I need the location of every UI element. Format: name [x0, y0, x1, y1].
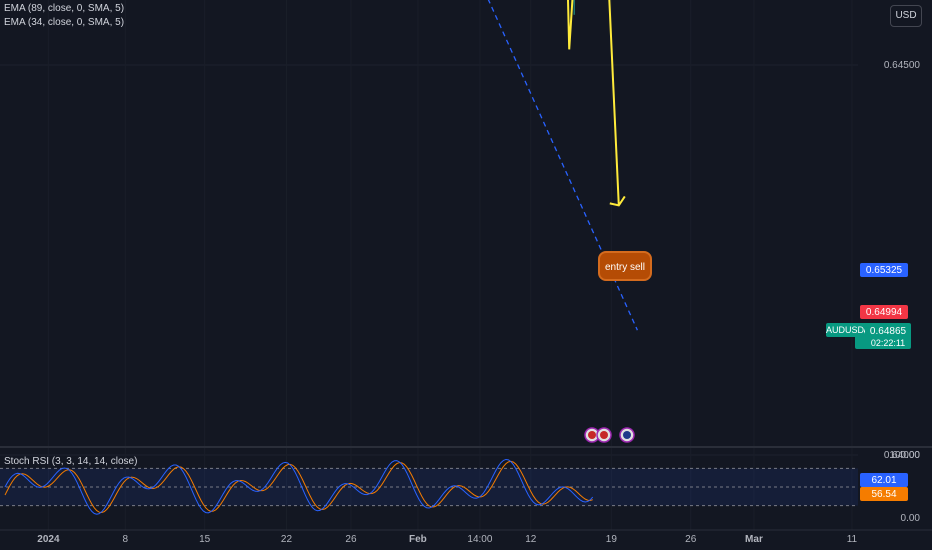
event-flag-icon-center: [600, 431, 608, 439]
stoch-d-badge-bg: [860, 487, 908, 501]
currency-button[interactable]: USD: [890, 5, 922, 27]
ema34-price-badge: 0.64994: [866, 307, 903, 318]
event-flag-icon-center: [588, 431, 596, 439]
stoch-tick-bottom: 0.00: [901, 513, 921, 524]
ema34-legend[interactable]: EMA (34, close, 0, SMA, 5): [4, 17, 125, 28]
time-tick: 14:00: [467, 534, 492, 545]
channel-lower-line: [487, 0, 638, 331]
time-tick: 11: [847, 534, 858, 545]
symbol-timer-badge: 02:22:11: [871, 338, 905, 348]
symbol-price-badge: 0.64865: [870, 326, 907, 337]
stoch-tick-top: 100.00: [889, 450, 920, 461]
symbol-price-badge-bg: [865, 323, 911, 349]
time-tick: 22: [281, 534, 293, 545]
ema34-price-badge-bg: [860, 305, 908, 319]
price-badges: 0.653250.64994AUDUSD0.6486502:22:11AUDUS…: [826, 263, 911, 501]
price-tick: 0.64500: [884, 60, 921, 71]
symbol-label: AUDUSD: [826, 325, 865, 335]
time-tick: 15: [199, 534, 211, 545]
ema89-price-badge-bg: [860, 263, 908, 277]
entry-label-text: entry sell: [605, 262, 645, 273]
stoch-k-badge-bg: [860, 473, 908, 487]
time-tick: Mar: [745, 534, 763, 545]
stoch-k-badge: 62.01: [871, 475, 896, 486]
stoch-d-line: [4, 460, 593, 514]
stoch-legend[interactable]: Stoch RSI (3, 3, 14, 14, close): [4, 456, 138, 467]
time-tick: 26: [345, 534, 357, 545]
time-tick: Feb: [409, 534, 427, 545]
drawings: entry sell: [487, 0, 652, 443]
price-tick: 0.64000: [884, 450, 921, 461]
time-tick: 19: [606, 534, 618, 545]
stoch-k-line: [4, 458, 594, 515]
stoch-d-badge: 56.54: [871, 489, 896, 500]
entry-label-box: [598, 251, 652, 281]
stoch-pane: [0, 458, 858, 515]
ema89-price-badge: 0.65325: [866, 265, 903, 276]
grid: [0, 64, 858, 456]
time-tick: 2024: [37, 534, 60, 545]
time-tick: 12: [525, 534, 537, 545]
symbol-label-bg: [826, 323, 864, 337]
event-flag-icon-center: [623, 431, 631, 439]
ema89-legend[interactable]: EMA (89, close, 0, SMA, 5): [4, 3, 125, 14]
time-tick: 26: [685, 534, 697, 545]
time-tick: 8: [122, 534, 128, 545]
arrow-head: [609, 195, 626, 207]
zigzag-line: [566, 0, 620, 206]
